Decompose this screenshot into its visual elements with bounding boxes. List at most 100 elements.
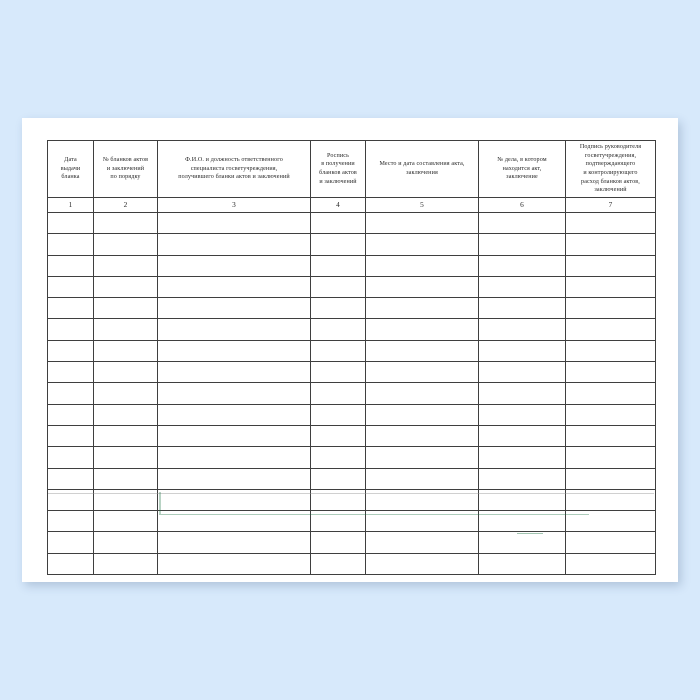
table-cell[interactable] <box>478 275 566 299</box>
table-cell[interactable] <box>478 510 566 533</box>
table-cell[interactable] <box>47 339 94 363</box>
table-cell[interactable] <box>478 297 566 320</box>
table-cell[interactable] <box>310 424 366 448</box>
table-cell[interactable] <box>47 361 94 384</box>
table-cell[interactable] <box>93 424 158 448</box>
table-cell[interactable] <box>310 403 366 426</box>
table-cell[interactable] <box>565 531 656 554</box>
table-cell[interactable] <box>93 488 158 512</box>
table-cell[interactable] <box>565 339 656 363</box>
table-cell[interactable] <box>365 510 479 533</box>
table-cell[interactable] <box>565 318 656 341</box>
table-cell[interactable] <box>93 211 158 235</box>
table-cell[interactable] <box>157 233 311 256</box>
table-cell[interactable] <box>157 467 311 490</box>
table-cell[interactable] <box>157 446 311 469</box>
table-cell[interactable] <box>478 531 566 554</box>
table-cell[interactable] <box>157 339 311 363</box>
table-cell[interactable] <box>365 339 479 363</box>
table-cell[interactable] <box>310 254 366 277</box>
table-cell[interactable] <box>478 467 566 490</box>
table-cell[interactable] <box>365 403 479 426</box>
table-cell[interactable] <box>310 446 366 469</box>
table-cell[interactable] <box>157 297 311 320</box>
table-cell[interactable] <box>478 233 566 256</box>
table-cell[interactable] <box>310 552 366 576</box>
table-cell[interactable] <box>93 510 158 533</box>
table-cell[interactable] <box>478 382 566 405</box>
table-cell[interactable] <box>565 424 656 448</box>
table-cell[interactable] <box>478 403 566 426</box>
table-cell[interactable] <box>365 531 479 554</box>
table-cell[interactable] <box>310 382 366 405</box>
table-cell[interactable] <box>93 254 158 277</box>
table-cell[interactable] <box>565 446 656 469</box>
table-cell[interactable] <box>93 233 158 256</box>
table-cell[interactable] <box>93 382 158 405</box>
table-cell[interactable] <box>47 488 94 512</box>
table-cell[interactable] <box>93 318 158 341</box>
table-cell[interactable] <box>310 318 366 341</box>
table-cell[interactable] <box>93 339 158 363</box>
table-cell[interactable] <box>365 211 479 235</box>
table-cell[interactable] <box>365 552 479 576</box>
table-cell[interactable] <box>565 361 656 384</box>
table-cell[interactable] <box>478 318 566 341</box>
table-cell[interactable] <box>565 233 656 256</box>
table-cell[interactable] <box>365 488 479 512</box>
table-cell[interactable] <box>47 211 94 235</box>
table-cell[interactable] <box>93 361 158 384</box>
table-cell[interactable] <box>365 446 479 469</box>
table-cell[interactable] <box>157 382 311 405</box>
table-cell[interactable] <box>47 424 94 448</box>
table-cell[interactable] <box>157 424 311 448</box>
table-cell[interactable] <box>157 403 311 426</box>
table-cell[interactable] <box>47 297 94 320</box>
table-cell[interactable] <box>47 552 94 576</box>
table-cell[interactable] <box>157 531 311 554</box>
table-cell[interactable] <box>157 318 311 341</box>
table-cell[interactable] <box>47 467 94 490</box>
table-cell[interactable] <box>565 275 656 299</box>
table-cell[interactable] <box>310 531 366 554</box>
table-cell[interactable] <box>365 275 479 299</box>
table-cell[interactable] <box>93 446 158 469</box>
table-cell[interactable] <box>565 552 656 576</box>
table-cell[interactable] <box>565 254 656 277</box>
table-cell[interactable] <box>310 488 366 512</box>
table-cell[interactable] <box>47 233 94 256</box>
table-cell[interactable] <box>565 382 656 405</box>
table-cell[interactable] <box>478 339 566 363</box>
table-cell[interactable] <box>157 254 311 277</box>
table-cell[interactable] <box>93 403 158 426</box>
table-cell[interactable] <box>565 467 656 490</box>
table-cell[interactable] <box>565 211 656 235</box>
table-cell[interactable] <box>310 211 366 235</box>
table-cell[interactable] <box>565 510 656 533</box>
table-cell[interactable] <box>478 361 566 384</box>
table-cell[interactable] <box>47 531 94 554</box>
table-cell[interactable] <box>93 531 158 554</box>
table-cell[interactable] <box>47 318 94 341</box>
table-cell[interactable] <box>478 211 566 235</box>
table-cell[interactable] <box>310 275 366 299</box>
table-cell[interactable] <box>478 446 566 469</box>
table-cell[interactable] <box>310 361 366 384</box>
table-cell[interactable] <box>93 297 158 320</box>
table-cell[interactable] <box>310 297 366 320</box>
table-cell[interactable] <box>93 467 158 490</box>
table-cell[interactable] <box>478 488 566 512</box>
table-cell[interactable] <box>365 297 479 320</box>
table-cell[interactable] <box>157 211 311 235</box>
table-cell[interactable] <box>157 510 311 533</box>
table-cell[interactable] <box>565 488 656 512</box>
table-cell[interactable] <box>365 233 479 256</box>
table-cell[interactable] <box>47 510 94 533</box>
table-cell[interactable] <box>157 275 311 299</box>
table-cell[interactable] <box>365 467 479 490</box>
table-cell[interactable] <box>47 254 94 277</box>
table-cell[interactable] <box>93 552 158 576</box>
table-cell[interactable] <box>310 510 366 533</box>
table-cell[interactable] <box>47 275 94 299</box>
table-cell[interactable] <box>310 339 366 363</box>
